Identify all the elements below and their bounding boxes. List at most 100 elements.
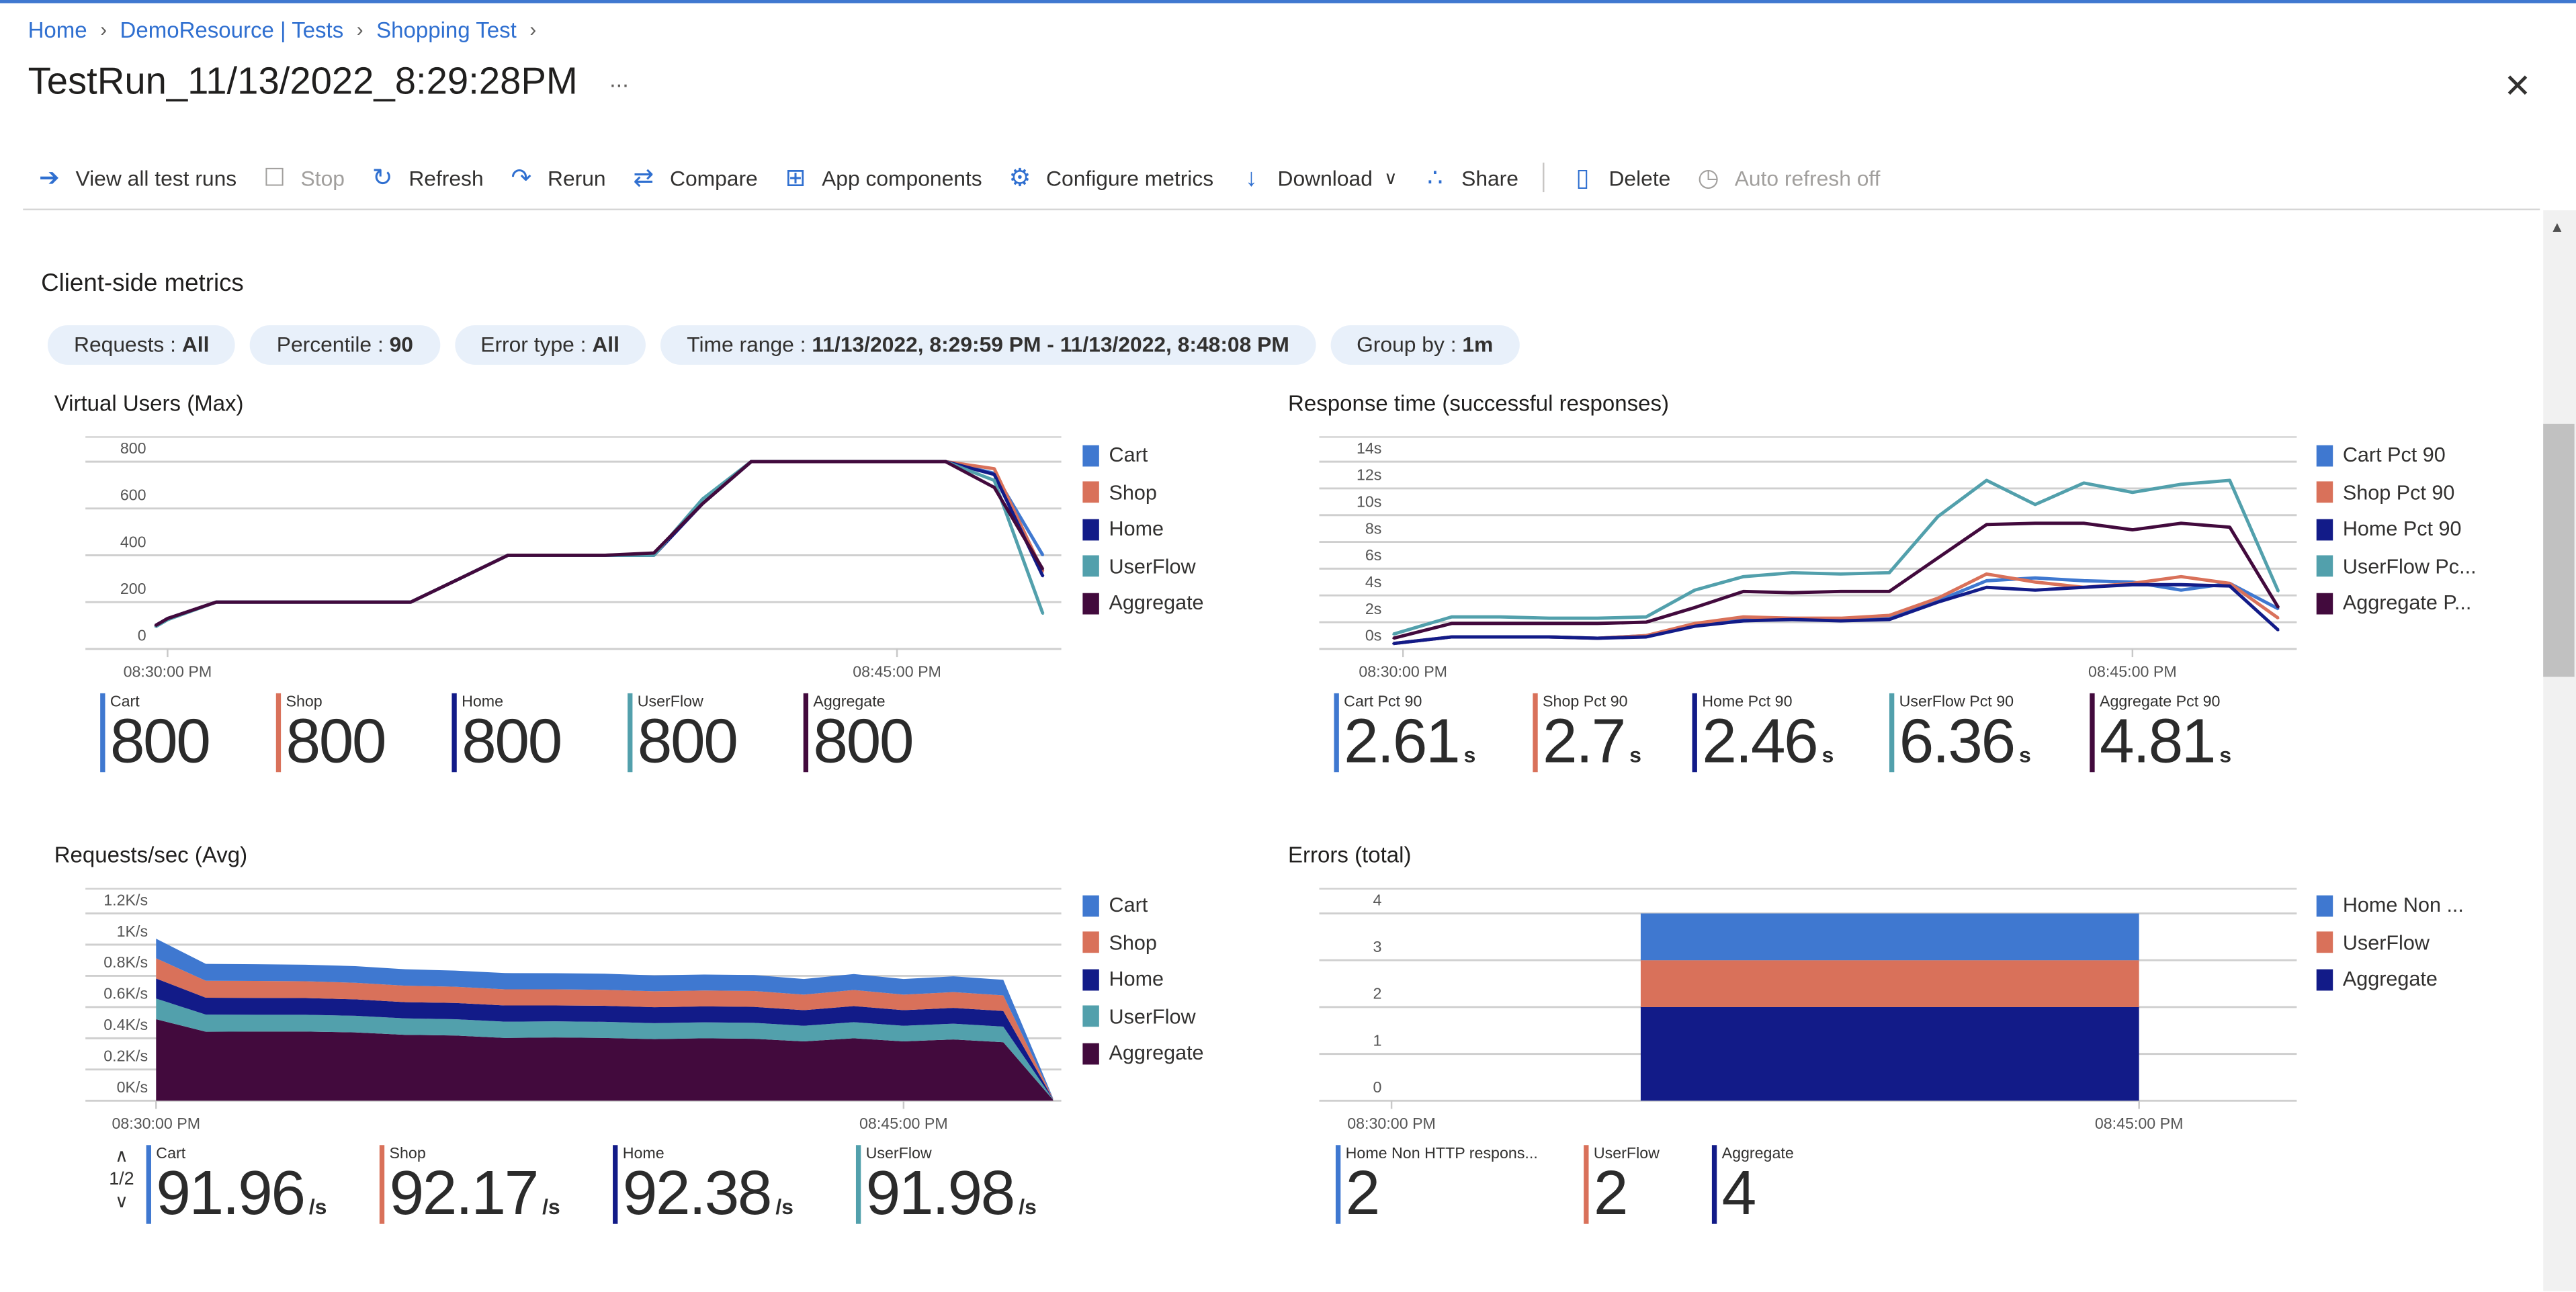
legend-label: UserFlow — [2342, 931, 2430, 954]
area-series-shop[interactable] — [156, 958, 1054, 1099]
legend-label: Home Pct 90 — [2342, 517, 2462, 541]
bar-segment-userflow[interactable] — [1640, 960, 2139, 1007]
refresh-button[interactable]: ↻ Refresh — [370, 163, 484, 193]
legend-label: Aggregate — [2342, 967, 2438, 991]
legend-item[interactable]: Aggregate — [1082, 591, 1204, 615]
filter-separator: : — [574, 331, 593, 357]
legend-item[interactable]: Home Non ... — [2316, 894, 2464, 916]
data-point — [1694, 606, 1696, 609]
stat-color-bar — [1334, 693, 1339, 773]
legend-item[interactable]: Home — [1082, 967, 1164, 990]
area-series-home[interactable] — [156, 978, 1054, 1100]
app-components-label: App components — [822, 165, 982, 190]
data-point — [652, 554, 655, 556]
stat-number: 2 — [1345, 1160, 1381, 1230]
legend-item[interactable]: Home Pct 90 — [2316, 517, 2462, 541]
configure-metrics-button[interactable]: ⚙ Configure metrics — [1006, 163, 1213, 193]
data-point — [2277, 606, 2280, 609]
chevron-down-icon[interactable]: ∨ — [1384, 168, 1398, 188]
legend-item[interactable]: Cart — [1082, 443, 1148, 466]
area-series-userflow[interactable] — [156, 998, 1054, 1101]
download-button[interactable]: ↓ Download ∨ — [1238, 163, 1398, 191]
y-tick-label: 0.4K/s — [103, 1016, 148, 1033]
data-point — [1392, 637, 1395, 640]
breadcrumb-home[interactable]: Home — [28, 17, 87, 43]
legend-item[interactable]: Aggregate P... — [2316, 591, 2471, 615]
y-tick-label: 600 — [120, 486, 146, 504]
legend-item[interactable]: Shop — [1082, 480, 1157, 503]
app-components-button[interactable]: ⊞ App components — [782, 163, 982, 193]
legend-swatch — [2316, 968, 2333, 990]
bar-segment-aggregate[interactable] — [1640, 1006, 2139, 1101]
view-all-test-runs-button[interactable]: ➔ View all test runs — [36, 163, 237, 193]
legend-item[interactable]: UserFlow — [1082, 554, 1196, 577]
stat-color-bar — [1584, 1145, 1589, 1224]
stat-unit: /s — [775, 1194, 793, 1219]
legend-item[interactable]: UserFlow — [2316, 931, 2430, 954]
legend-item[interactable]: UserFlow Pc... — [2316, 554, 2477, 577]
stat-unit: s — [1463, 742, 1476, 767]
data-point — [2083, 482, 2085, 484]
data-point — [1392, 642, 1395, 645]
close-icon[interactable]: ✕ — [2503, 69, 2532, 105]
stop-button[interactable]: ☐ Stop — [261, 163, 345, 193]
legend-item[interactable]: Shop — [1082, 931, 1157, 953]
legend-item[interactable]: Cart — [1082, 894, 1148, 916]
breadcrumb-demoresource-tests[interactable]: DemoResource | Tests — [120, 17, 344, 43]
legend-item[interactable]: Shop Pct 90 — [2316, 480, 2454, 503]
legend-label: Aggregate — [1109, 591, 1204, 615]
stat-card: UserFlow 2 — [1584, 1145, 1660, 1225]
y-tick-label: 14s — [1357, 439, 1381, 457]
chevron-down-icon[interactable]: ∨ — [115, 1193, 128, 1213]
bar-segment-home-non-http-response[interactable] — [1640, 913, 2139, 961]
share-button[interactable]: ∴ Share — [1422, 163, 1518, 193]
stat-card: Aggregate Pct 90 4.81 s — [2090, 693, 2231, 774]
more-options-button[interactable]: ... — [609, 65, 629, 92]
area-series-cart[interactable] — [156, 939, 1054, 1099]
stat-card: Cart 800 — [100, 693, 211, 774]
legend-item[interactable]: Aggregate — [1082, 1041, 1204, 1064]
data-point — [1840, 619, 1842, 622]
stat-color-bar — [613, 1145, 618, 1224]
filter-requests[interactable]: Requests : All — [47, 325, 236, 365]
stat-unit: /s — [542, 1194, 560, 1219]
compare-button[interactable]: ⇄ Compare — [630, 163, 757, 193]
data-point — [2229, 582, 2231, 585]
refresh-label: Refresh — [409, 165, 484, 190]
stat-card: Shop 92.17/s — [379, 1145, 560, 1225]
series-line-aggregate[interactable] — [155, 460, 1045, 628]
stat-unit: s — [2019, 742, 2031, 767]
auto-refresh-off-button[interactable]: ◷ Auto refresh off — [1695, 163, 1881, 193]
toolbar-divider — [23, 208, 2540, 210]
stat-value: 800 — [638, 712, 738, 774]
stat-color-bar — [2090, 693, 2095, 773]
legend-item[interactable]: Aggregate — [2316, 967, 2438, 991]
data-point — [2229, 526, 2231, 529]
area-series-aggregate[interactable] — [156, 1019, 1054, 1101]
scrollbar-thumb[interactable] — [2543, 423, 2575, 677]
breadcrumb-shopping-test[interactable]: Shopping Test — [376, 17, 517, 43]
stat-value: 800 — [110, 712, 211, 774]
data-point — [1985, 572, 1988, 575]
legend-item[interactable]: UserFlow — [1082, 1004, 1196, 1027]
data-point — [1547, 622, 1550, 625]
data-point — [604, 554, 607, 556]
stat-card: UserFlow 91.98/s — [855, 1145, 1037, 1225]
filter-group-by[interactable]: Group by : 1m — [1330, 325, 1520, 365]
rerun-button[interactable]: ↷ Rerun — [508, 163, 605, 193]
trash-icon: ▯ — [1576, 164, 1590, 193]
delete-button[interactable]: ▯ Delete — [1570, 163, 1670, 193]
data-point — [1596, 622, 1599, 625]
chevron-up-icon[interactable]: ∧ — [115, 1146, 128, 1167]
stat-value: 91.98/s — [866, 1163, 1037, 1238]
vertical-scrollbar[interactable] — [2543, 210, 2576, 1291]
legend-label: Cart — [1109, 894, 1148, 917]
filter-error-type[interactable]: Error type : All — [454, 325, 646, 365]
legend-item[interactable]: Cart Pct 90 — [2316, 443, 2446, 466]
legend-item[interactable]: Home — [1082, 517, 1164, 540]
filter-percentile[interactable]: Percentile : 90 — [250, 325, 440, 365]
scroll-up-arrow-icon[interactable]: ▲ — [2549, 218, 2565, 235]
stat-number: 92.38 — [622, 1160, 773, 1230]
filter-time-range[interactable]: Time range : 11/13/2022, 8:29:59 PM - 11… — [660, 325, 1316, 365]
